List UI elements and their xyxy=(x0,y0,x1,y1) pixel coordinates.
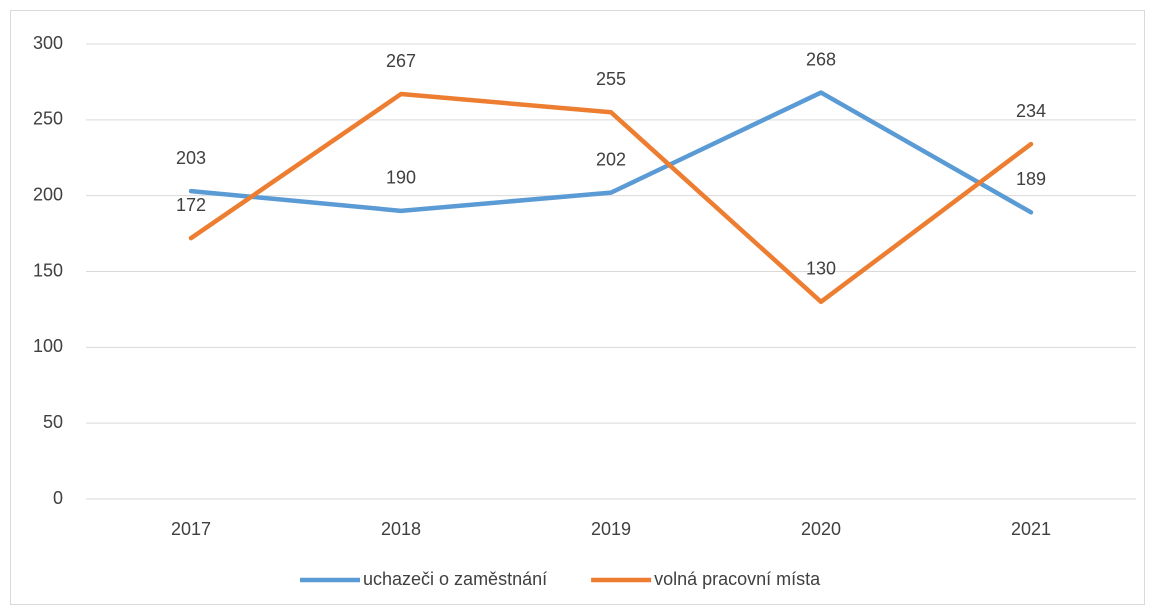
data-label: 202 xyxy=(596,149,626,169)
x-tick-label: 2019 xyxy=(591,519,631,539)
legend-label: volná pracovní místa xyxy=(654,569,821,589)
data-label: 190 xyxy=(386,168,416,188)
data-label: 255 xyxy=(596,69,626,89)
x-tick-label: 2017 xyxy=(171,519,211,539)
y-tick-label: 200 xyxy=(33,184,63,204)
y-tick-label: 0 xyxy=(53,488,63,508)
y-tick-label: 300 xyxy=(33,33,63,53)
series-line xyxy=(188,90,1034,215)
data-label: 234 xyxy=(1016,101,1046,121)
series-line xyxy=(188,91,1034,305)
data-label: 268 xyxy=(806,49,836,69)
chart-border xyxy=(10,10,1145,605)
data-label: 267 xyxy=(386,51,416,71)
data-label: 130 xyxy=(806,259,836,279)
data-label: 189 xyxy=(1016,169,1046,189)
legend-label: uchazeči o zaměstnání xyxy=(363,569,547,589)
data-label: 172 xyxy=(176,195,206,215)
data-label: 203 xyxy=(176,148,206,168)
y-tick-label: 50 xyxy=(43,412,63,432)
y-tick-label: 250 xyxy=(33,109,63,129)
x-tick-label: 2020 xyxy=(801,519,841,539)
x-tick-label: 2018 xyxy=(381,519,421,539)
y-tick-label: 150 xyxy=(33,260,63,280)
y-tick-label: 100 xyxy=(33,336,63,356)
x-tick-label: 2021 xyxy=(1011,519,1051,539)
